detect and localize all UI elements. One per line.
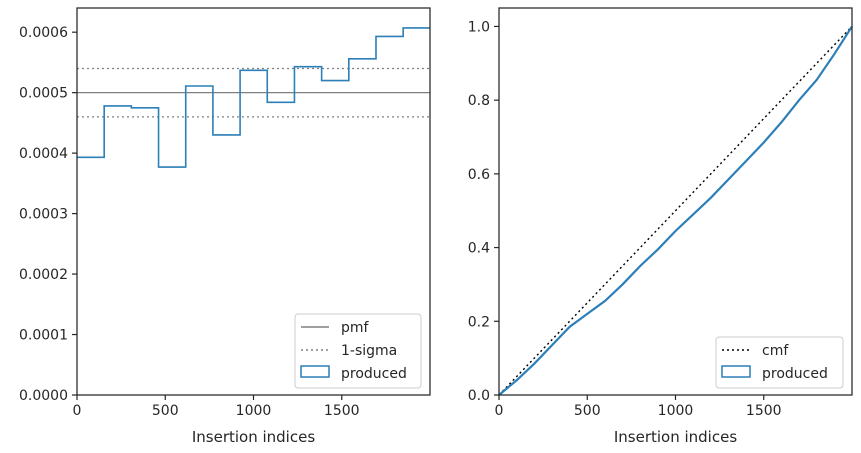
- left-y-tick-label: 0.0002: [19, 267, 68, 283]
- right-chart: 0 500 1000 1500 0.0 0.2 0.4 0.6 0.8 1.0 Insertion…: [468, 7, 853, 446]
- left-y-tick-label: 0.0003: [19, 207, 68, 223]
- right-axes-frame: [498, 7, 853, 396]
- right-x-tick-label: 500: [574, 403, 601, 419]
- right-x-tick-label: 0: [495, 403, 504, 419]
- right-x-axis-label: Insertion indices: [614, 428, 737, 446]
- left-y-tick-label: 0.0005: [19, 86, 68, 102]
- left-axis-ticks: 0 500 1000 1500 0.0000 0.0001 0.0002 0.0003 0.00…: [19, 25, 360, 419]
- right-y-tick-label: 1.0: [468, 19, 490, 35]
- legend-label-produced: produced: [341, 366, 407, 382]
- left-chart: 0 500 1000 1500 0.0000 0.0001 0.0002 0.0003 0.00…: [19, 7, 431, 446]
- right-y-tick-label: 0.2: [468, 314, 490, 330]
- left-legend: pmf 1-sigma produced: [294, 313, 422, 389]
- right-y-tick-label: 0.4: [468, 241, 490, 257]
- right-y-tick-label: 0.6: [468, 167, 490, 183]
- legend-label-produced-cmf: produced: [762, 366, 828, 382]
- legend-swatch-produced: [300, 365, 330, 378]
- left-y-tick-label: 0.0001: [19, 328, 68, 344]
- right-legend: cmf produced: [715, 336, 844, 389]
- right-x-tick-label: 1000: [658, 403, 694, 419]
- left-legend-box: [294, 313, 422, 389]
- right-axis-ticks: 0 500 1000 1500 0.0 0.2 0.4 0.6 0.8 1.0: [468, 19, 782, 419]
- left-x-tick-label: 1000: [236, 403, 272, 419]
- left-x-tick-label: 500: [152, 403, 179, 419]
- produced-histogram: [77, 27, 430, 168]
- right-y-tick-label: 0.8: [468, 93, 490, 109]
- legend-label-pmf: pmf: [341, 320, 370, 336]
- right-x-tick-label: 1500: [746, 403, 782, 419]
- left-y-tick-label: 0.0006: [19, 25, 68, 41]
- legend-label-1-sigma: 1-sigma: [341, 343, 397, 359]
- left-y-tick-label: 0.0000: [19, 388, 68, 404]
- left-x-tick-label: 1500: [324, 403, 360, 419]
- left-axes-frame: [76, 7, 431, 396]
- legend-swatch-produced-cmf: [721, 365, 751, 378]
- left-y-tick-label: 0.0004: [19, 146, 68, 162]
- legend-label-cmf: cmf: [762, 343, 789, 359]
- left-x-tick-label: 0: [73, 403, 82, 419]
- right-plot-marks: [498, 25, 853, 396]
- right-y-tick-label: 0.0: [468, 388, 490, 404]
- produced-cumulative-line: [498, 25, 853, 396]
- cmf-line: [498, 25, 853, 396]
- left-plot-marks: [77, 27, 430, 168]
- left-x-axis-label: Insertion indices: [192, 428, 315, 446]
